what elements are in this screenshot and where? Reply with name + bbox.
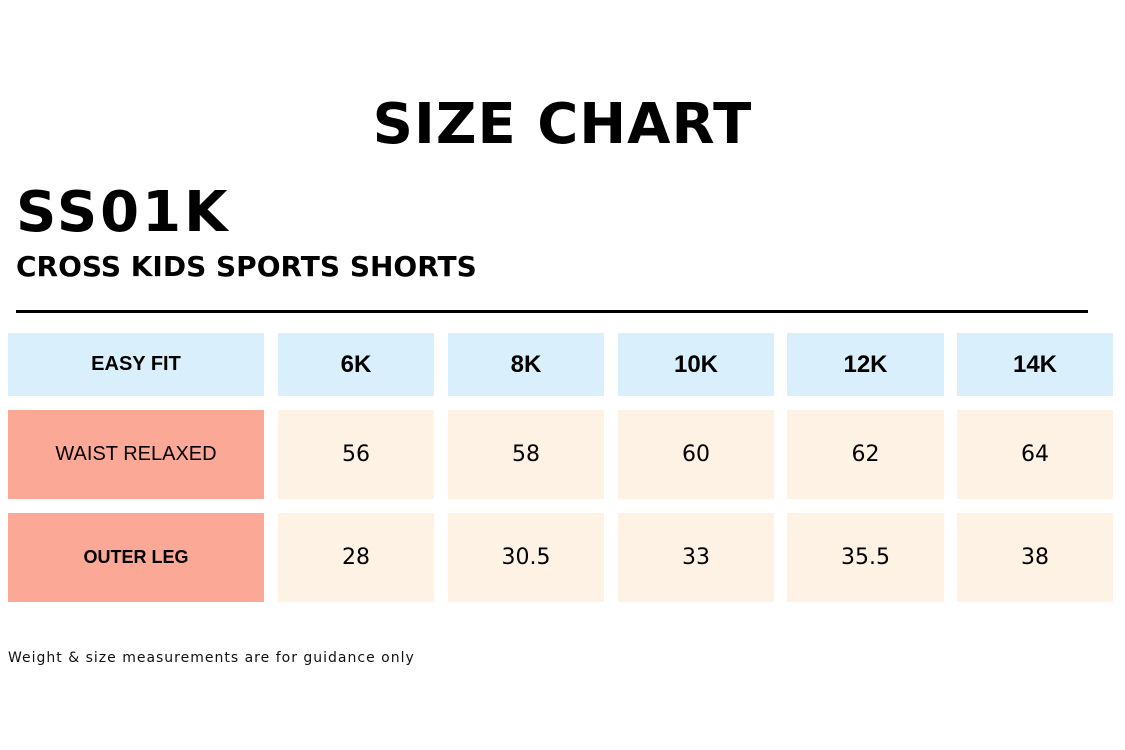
table-cell: 56 <box>278 410 434 499</box>
table-cell: 62 <box>787 410 944 499</box>
table-header-fit: EASY FIT <box>8 333 264 396</box>
product-name: CROSS KIDS SPORTS SHORTS <box>16 250 477 283</box>
footnote: Weight & size measurements are for guida… <box>8 650 415 666</box>
table-cell: 38 <box>957 513 1113 602</box>
table-cell: 35.5 <box>787 513 944 602</box>
table-header-size: 10K <box>618 333 774 396</box>
divider <box>16 310 1088 313</box>
table-cell: 30.5 <box>448 513 604 602</box>
product-code: SS01K <box>16 180 231 245</box>
row-label-outer-leg: OUTER LEG <box>8 513 264 602</box>
table-cell: 64 <box>957 410 1113 499</box>
table-header-size: 8K <box>448 333 604 396</box>
table-header-size: 6K <box>278 333 434 396</box>
page-title: SIZE CHART <box>372 92 753 157</box>
table-header-size: 12K <box>787 333 944 396</box>
table-cell: 33 <box>618 513 774 602</box>
table-cell: 58 <box>448 410 604 499</box>
row-label-waist: WAIST RELAXED <box>8 410 264 499</box>
table-cell: 28 <box>278 513 434 602</box>
table-header-size: 14K <box>957 333 1113 396</box>
table-cell: 60 <box>618 410 774 499</box>
